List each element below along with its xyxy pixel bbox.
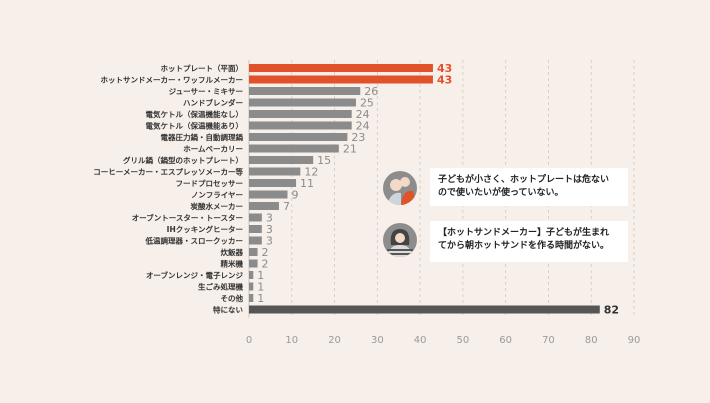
category-label: IHクッキングヒーター	[167, 224, 243, 234]
value-label: 11	[300, 177, 314, 190]
avatar-parent-child	[383, 171, 417, 205]
value-label: 26	[364, 85, 378, 98]
x-tick-label: 50	[457, 335, 470, 346]
value-label: 2	[262, 258, 269, 271]
category-label: フードプロセッサー	[176, 178, 244, 188]
category-label: 精米機	[221, 259, 244, 269]
category-label: オーブントースター・トースター	[132, 213, 243, 223]
bar	[249, 156, 314, 164]
comment-text: 子どもが小さく、ホットプレートは危ない	[438, 175, 610, 185]
bar	[249, 121, 352, 130]
x-tick-label: 20	[328, 335, 341, 346]
bar	[249, 75, 433, 84]
category-label: ホットプレート（平面）	[161, 63, 244, 73]
category-label: オーブンレンジ・電子レンジ	[146, 270, 244, 280]
bar	[249, 248, 258, 256]
comment-text: てから朝ホットサンドを作る時間がない。	[438, 241, 610, 251]
category-label: 炭酸水メーカー	[191, 201, 244, 211]
value-label: 24	[356, 120, 370, 133]
category-label: ホットサンドメーカー・ワッフルメーカー	[101, 76, 244, 85]
value-label: 21	[343, 143, 357, 156]
value-label: 25	[360, 97, 374, 110]
x-tick-label: 60	[499, 335, 512, 346]
category-label: ジューサー・ミキサー	[169, 87, 243, 96]
value-label: 24	[356, 108, 370, 121]
category-label: 低温調理器・スロークッカー	[145, 236, 244, 246]
category-label: 生ごみ処理機	[198, 282, 243, 292]
x-tick-label: 0	[246, 335, 252, 346]
x-tick-label: 30	[371, 335, 384, 346]
bar	[249, 64, 433, 72]
category-label: その他	[221, 293, 244, 303]
category-label: ノンフライヤー	[191, 191, 243, 200]
value-label: 43	[437, 74, 452, 87]
value-label: 1	[257, 292, 264, 305]
x-tick-label: 80	[585, 335, 598, 346]
comment-bubble-1: 子どもが小さく、ホットプレートは危ない ので使いたいが使っていない。	[430, 168, 628, 206]
x-tick-label: 40	[414, 335, 427, 346]
value-label: 3	[266, 212, 273, 225]
category-label: 電器圧力鍋・自動調理鍋	[161, 132, 244, 142]
value-label: 12	[304, 166, 318, 179]
bar	[249, 144, 339, 153]
bar	[249, 294, 254, 302]
category-label: グリル鍋（鍋型のホットプレート）	[123, 155, 243, 165]
category-label: 電気ケトル（保温機能なし）	[146, 109, 244, 119]
bar	[249, 282, 254, 291]
value-label: 1	[257, 281, 264, 294]
comment-bubble-2: 【ホットサンドメーカー】子どもが生まれ てから朝ホットサンドを作る時間がない。	[430, 221, 628, 262]
bar	[249, 225, 262, 233]
bar	[249, 167, 301, 176]
value-label: 1	[257, 269, 264, 282]
value-label: 7	[283, 200, 290, 213]
bar	[249, 271, 254, 279]
category-label: 電気ケトル（保温機能あり）	[146, 121, 244, 131]
category-label: ホームベーカリー	[183, 145, 243, 154]
bar	[249, 190, 288, 199]
bar	[249, 202, 279, 210]
value-label: 3	[266, 235, 273, 248]
value-label: 9	[292, 189, 299, 202]
value-label: 82	[604, 304, 619, 317]
bar	[249, 305, 600, 314]
bar	[249, 213, 262, 222]
x-tick-label: 90	[628, 335, 641, 346]
value-label: 23	[351, 131, 365, 144]
bar	[249, 110, 352, 118]
category-label: ハンドブレンダー	[183, 98, 243, 108]
bar	[249, 133, 348, 141]
x-tick-label: 70	[542, 335, 555, 346]
category-label: 炊飯器	[221, 247, 244, 257]
comment-text: ので使いたいが使っていない。	[438, 188, 564, 198]
bar	[249, 179, 297, 187]
value-label: 3	[266, 223, 273, 236]
value-label: 43	[437, 62, 452, 75]
avatar-woman	[383, 223, 417, 257]
comment-text: 【ホットサンドメーカー】子どもが生まれ	[438, 228, 610, 238]
bar	[249, 236, 262, 245]
category-label: コーヒーメーカー・エスプレッソメーカー等	[93, 167, 243, 177]
value-label: 2	[262, 246, 269, 259]
bar	[249, 98, 356, 107]
bar	[249, 87, 361, 95]
x-tick-label: 10	[285, 335, 298, 346]
value-label: 15	[317, 154, 331, 167]
category-label: 特にない	[213, 305, 243, 315]
bar	[249, 259, 258, 268]
